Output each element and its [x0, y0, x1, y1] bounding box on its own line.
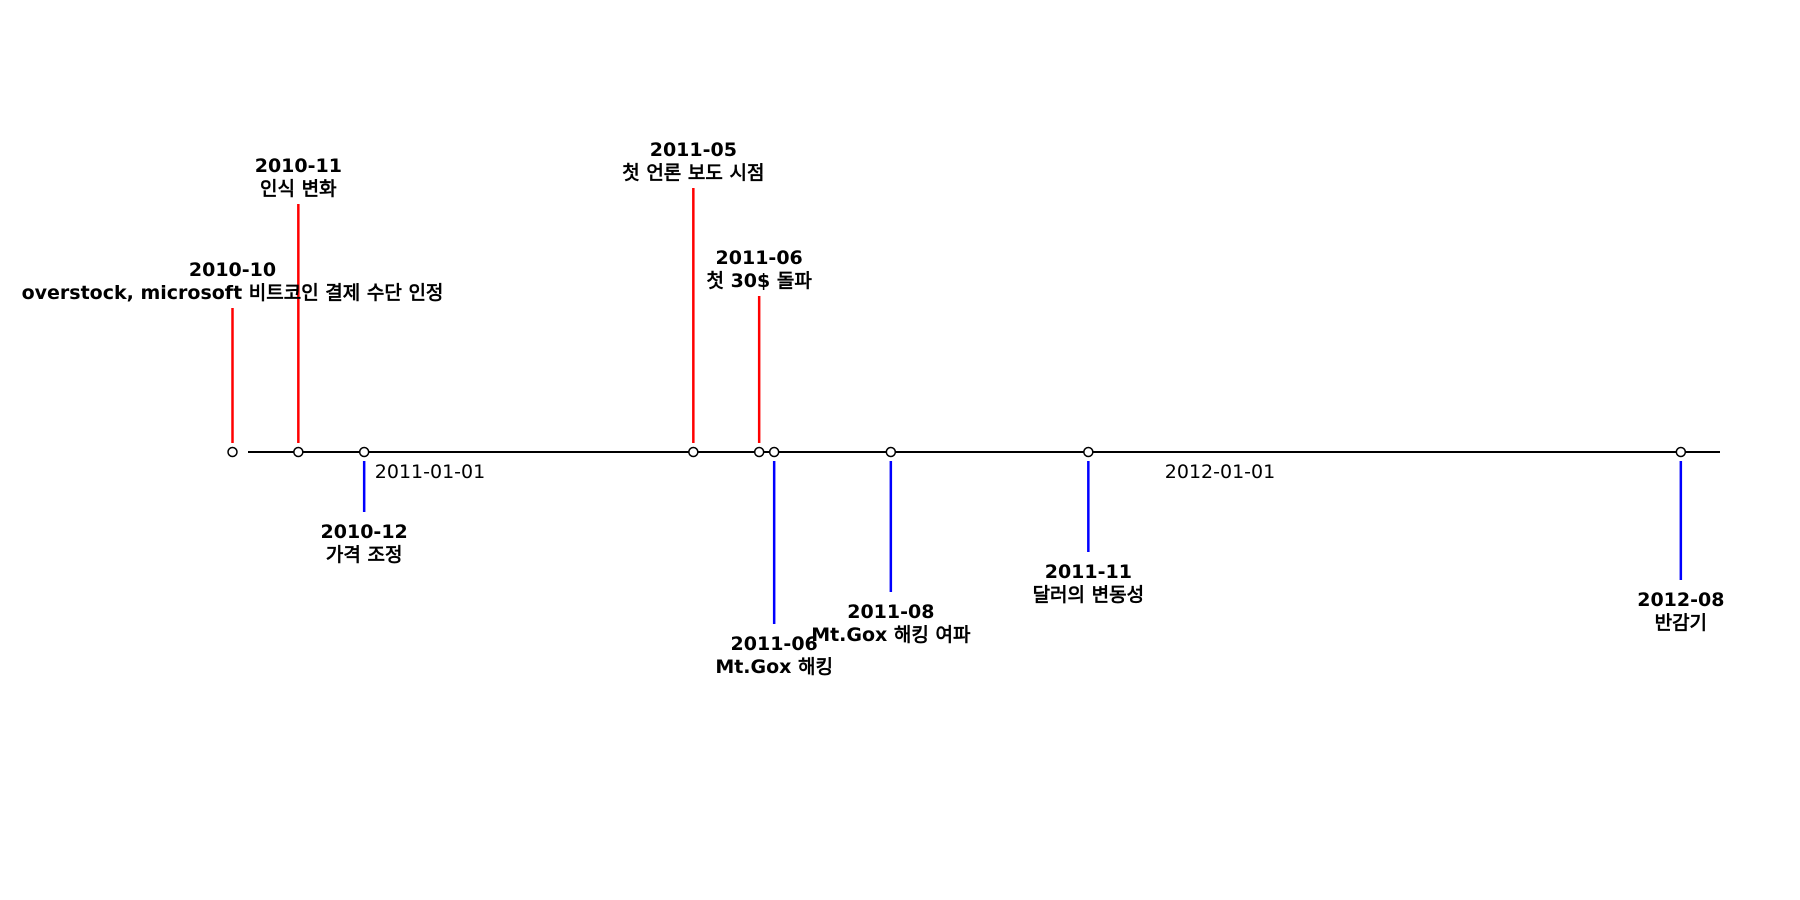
event-date-label-1: 2010-11 [255, 155, 342, 177]
event-text-label-6: Mt.Gox 해킹 여파 [811, 624, 971, 646]
event-stems [231, 188, 1683, 624]
event-marker-6 [885, 446, 897, 458]
event-date-label-5: 2011-06 [731, 633, 818, 655]
event-marker-7 [1083, 446, 1094, 458]
event-text-label-4: 첫 30$ 돌파 [706, 270, 812, 292]
event-text-label-7: 달러의 변동성 [1033, 584, 1145, 606]
axis-tick-label-0: 2011-01-01 [375, 461, 485, 483]
event-marker-3 [688, 446, 699, 458]
event-marker-2 [358, 446, 370, 458]
event-marker-5 [768, 446, 780, 458]
event-marker-1 [293, 446, 304, 458]
event-text-label-8: 반감기 [1655, 612, 1707, 634]
event-date-label-6: 2011-08 [847, 601, 934, 623]
event-date-label-3: 2011-05 [650, 139, 737, 161]
event-text-label-0: overstock, microsoft 비트코인 결제 수단 인정 [22, 282, 444, 304]
event-marker-0 [227, 446, 238, 458]
event-text-label-3: 첫 언론 보도 시점 [622, 162, 764, 184]
event-date-label-0: 2010-10 [189, 259, 276, 281]
event-date-label-2: 2010-12 [321, 521, 408, 543]
event-marker-4 [753, 446, 765, 458]
event-date-label-7: 2011-11 [1045, 561, 1132, 583]
axis-tick-labels: 2011-01-01 2012-01-01 [375, 461, 1275, 483]
event-text-label-2: 가격 조정 [326, 544, 403, 566]
event-text-label-1: 인식 변화 [260, 178, 337, 200]
axis-tick-label-1: 2012-01-01 [1165, 461, 1275, 483]
event-date-label-4: 2011-06 [716, 247, 803, 269]
event-text-label-5: Mt.Gox 해킹 [715, 656, 833, 678]
event-markers [227, 446, 1687, 458]
event-date-label-8: 2012-08 [1637, 589, 1724, 611]
event-marker-8 [1675, 446, 1687, 458]
